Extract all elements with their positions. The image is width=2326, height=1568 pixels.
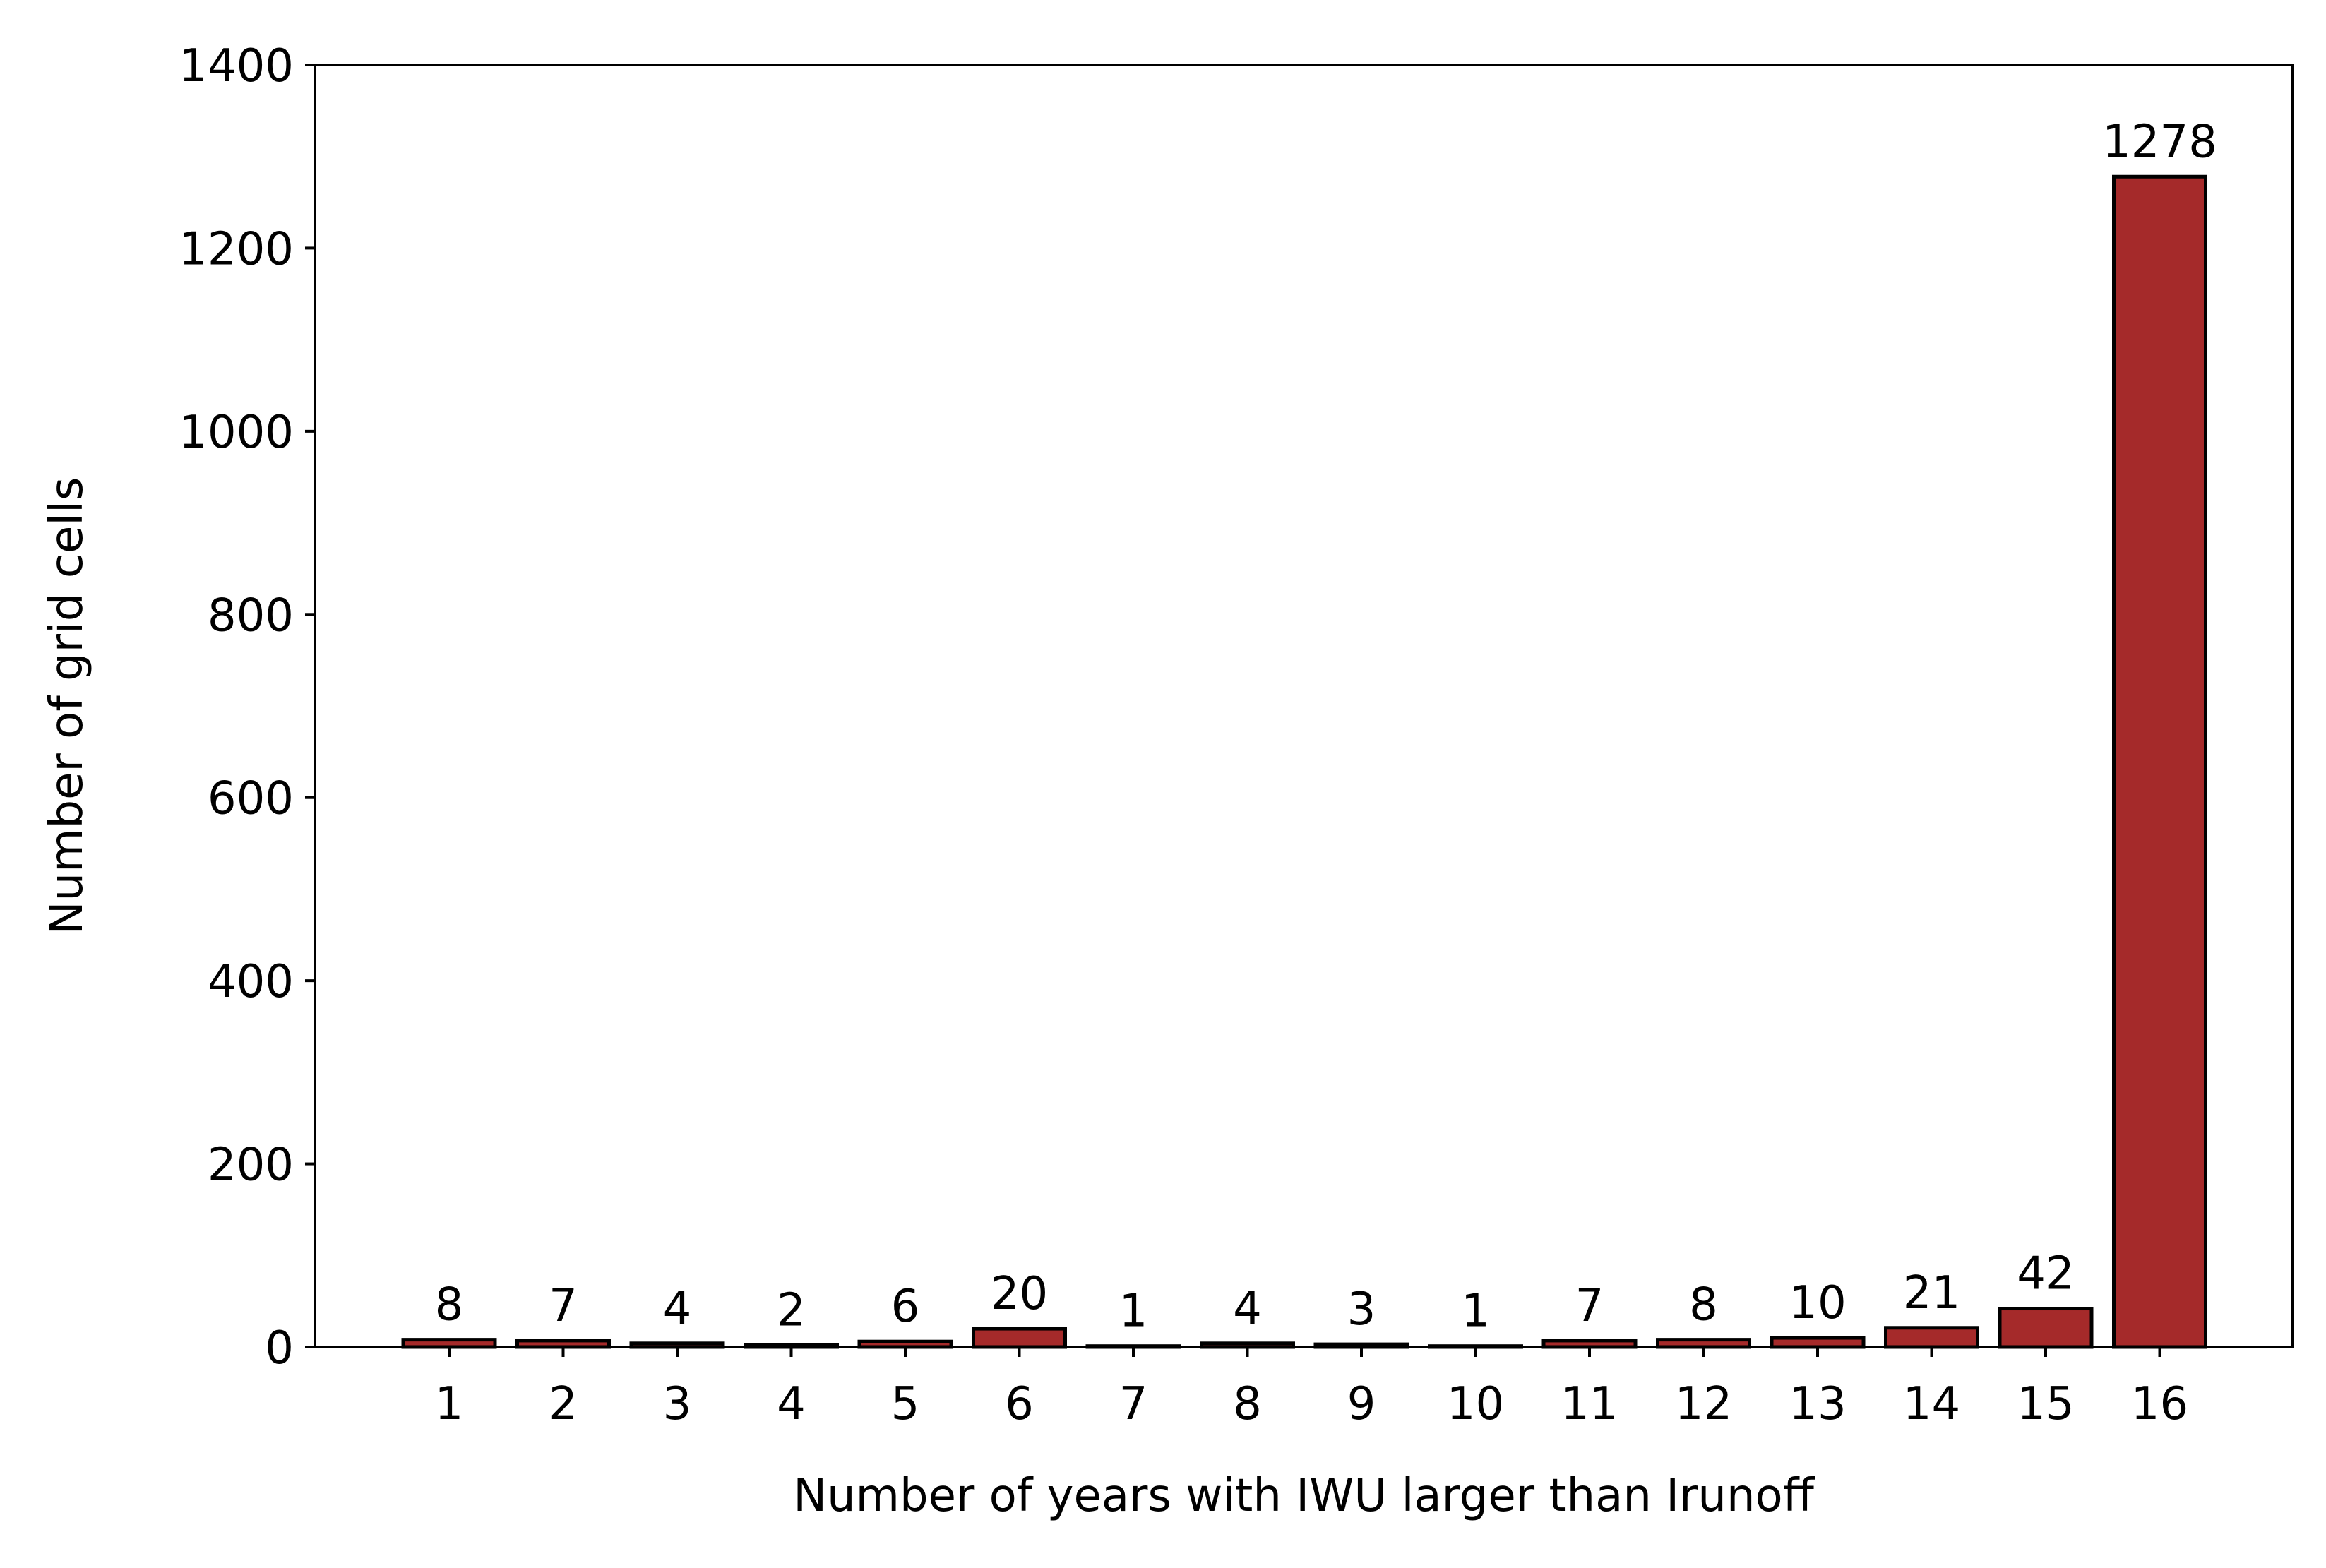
data-label-4: 2 [777, 1284, 806, 1336]
y-tick-label-1400: 1400 [179, 40, 294, 92]
data-label-13: 10 [1789, 1277, 1846, 1329]
y-tick-label-400: 400 [208, 956, 294, 1008]
x-tick-label-2: 2 [549, 1378, 578, 1430]
bars-layer [401, 174, 2207, 1349]
data-label-6: 20 [991, 1268, 1048, 1320]
data-label-7: 1 [1119, 1286, 1148, 1338]
x-tick-label-11: 11 [1561, 1378, 1618, 1430]
data-label-16: 1278 [2102, 116, 2217, 168]
data-label-12: 8 [1689, 1279, 1718, 1331]
bar-15 [1998, 1307, 2094, 1349]
y-tick-label-1200: 1200 [179, 223, 294, 275]
bar-6 [972, 1327, 1067, 1349]
x-tick-label-10: 10 [1447, 1378, 1504, 1430]
data-label-14: 21 [1903, 1267, 1960, 1319]
y-tick-label-800: 800 [208, 590, 294, 642]
bar-16 [2112, 174, 2207, 1349]
data-label-10: 1 [1461, 1286, 1490, 1338]
x-tick-label-6: 6 [1005, 1378, 1034, 1430]
data-label-1: 8 [435, 1279, 464, 1331]
x-tick-label-13: 13 [1789, 1378, 1846, 1430]
data-label-5: 6 [891, 1281, 920, 1333]
y-tick-label-0: 0 [265, 1322, 294, 1375]
plot-frame [314, 64, 2294, 1348]
y-axis-label: Number of grid cells [41, 477, 93, 935]
data-label-2: 7 [549, 1280, 578, 1332]
y-tick-label-1000: 1000 [179, 407, 294, 459]
y-tick-label-600: 600 [208, 773, 294, 825]
y-tick-label-200: 200 [208, 1139, 294, 1192]
data-label-8: 4 [1233, 1283, 1262, 1335]
x-tick-label-8: 8 [1233, 1378, 1262, 1430]
x-tick-label-1: 1 [435, 1378, 464, 1430]
data-label-3: 4 [663, 1283, 692, 1335]
x-tick-label-9: 9 [1347, 1378, 1376, 1430]
x-tick-label-12: 12 [1675, 1378, 1732, 1430]
x-tick-label-5: 5 [891, 1378, 920, 1430]
y-axis: 0 200 400 600 800 1000 1200 1400 [179, 40, 315, 1375]
x-tick-label-14: 14 [1903, 1378, 1960, 1430]
data-label-9: 3 [1347, 1283, 1376, 1336]
data-label-15: 42 [2017, 1248, 2074, 1300]
x-tick-label-3: 3 [663, 1378, 692, 1430]
x-tick-label-7: 7 [1119, 1378, 1148, 1430]
data-label-11: 7 [1575, 1280, 1604, 1332]
bar-14 [1884, 1326, 1979, 1349]
x-axis-label: Number of years with IWU larger than Iru… [793, 1470, 1815, 1522]
x-tick-label-4: 4 [777, 1378, 806, 1430]
x-tick-label-15: 15 [2017, 1378, 2074, 1430]
x-axis: 1 2 3 4 5 6 7 8 9 10 11 12 13 14 15 16 [435, 1347, 2188, 1430]
x-tick-label-16: 16 [2131, 1378, 2188, 1430]
